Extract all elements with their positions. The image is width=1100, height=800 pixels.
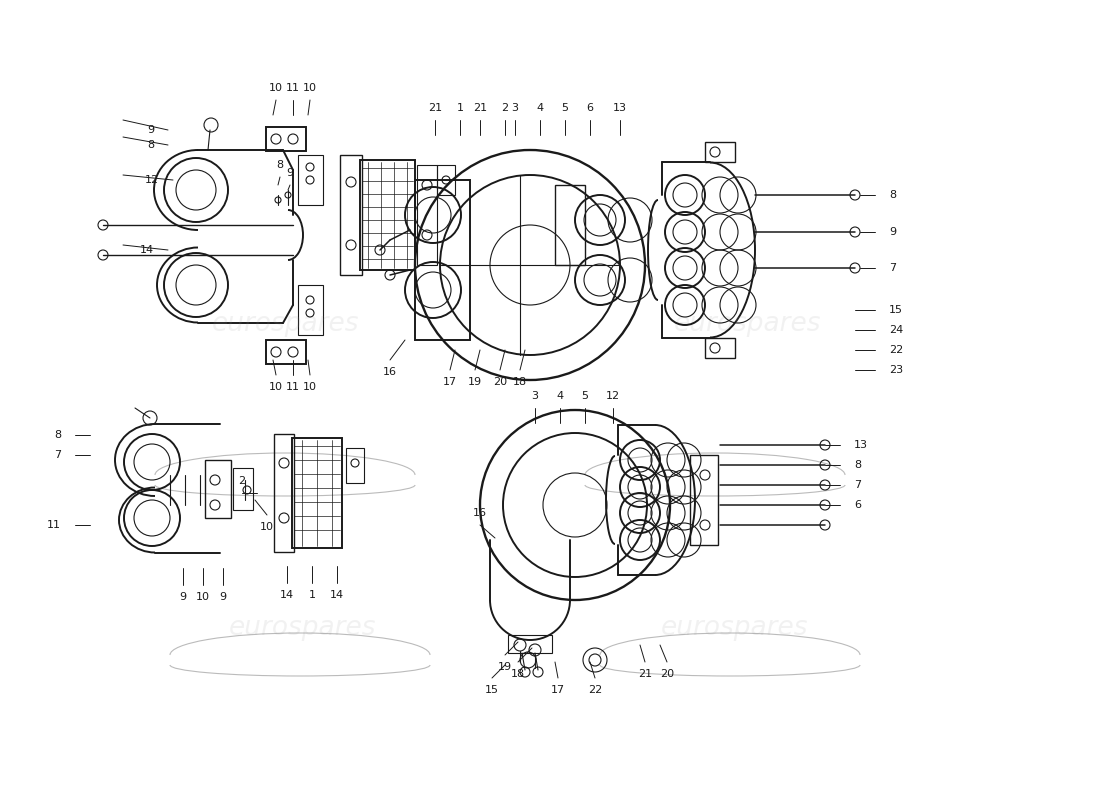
- Text: 18: 18: [513, 377, 527, 387]
- Text: 8: 8: [889, 190, 896, 200]
- Text: 9: 9: [286, 168, 294, 178]
- Bar: [233, 468, 253, 510]
- Bar: [437, 165, 455, 195]
- Text: 14: 14: [330, 590, 344, 600]
- Text: eurospares: eurospares: [229, 615, 376, 641]
- Text: 18: 18: [510, 669, 525, 679]
- Text: 19: 19: [498, 662, 513, 672]
- Text: 8: 8: [54, 430, 60, 440]
- Bar: [298, 155, 323, 205]
- Text: 10: 10: [270, 382, 283, 392]
- Bar: [415, 180, 470, 340]
- Bar: [417, 165, 437, 265]
- Bar: [705, 142, 735, 162]
- Bar: [292, 438, 342, 548]
- Text: 8: 8: [854, 460, 861, 470]
- Text: 4: 4: [537, 103, 543, 113]
- Text: 20: 20: [660, 669, 674, 679]
- Text: 20: 20: [493, 377, 507, 387]
- Text: 3: 3: [512, 103, 518, 113]
- Bar: [298, 285, 323, 335]
- Text: eurospares: eurospares: [661, 615, 808, 641]
- Bar: [274, 434, 294, 552]
- Text: 11: 11: [286, 382, 300, 392]
- Text: 4: 4: [557, 391, 563, 401]
- Text: eurospares: eurospares: [674, 311, 822, 337]
- Text: 17: 17: [443, 377, 458, 387]
- Text: 12: 12: [145, 175, 160, 185]
- Text: 19: 19: [468, 377, 482, 387]
- Text: 22: 22: [889, 345, 903, 355]
- Bar: [340, 155, 362, 275]
- Text: 5: 5: [582, 391, 588, 401]
- Bar: [266, 340, 306, 364]
- Bar: [360, 160, 415, 270]
- Text: 9: 9: [889, 227, 896, 237]
- Text: 23: 23: [889, 365, 903, 375]
- Text: 8: 8: [276, 160, 284, 170]
- Text: 24: 24: [889, 325, 903, 335]
- Text: 10: 10: [270, 83, 283, 93]
- Text: 10: 10: [260, 522, 274, 532]
- Text: 16: 16: [383, 367, 397, 377]
- Text: 6: 6: [854, 500, 861, 510]
- Text: 16: 16: [473, 508, 487, 518]
- Text: 1: 1: [456, 103, 463, 113]
- Text: 10: 10: [302, 382, 317, 392]
- Text: 15: 15: [889, 305, 903, 315]
- Bar: [690, 455, 718, 545]
- Text: 2: 2: [239, 476, 245, 486]
- Text: 2: 2: [502, 103, 508, 113]
- Bar: [346, 448, 364, 483]
- Text: 22: 22: [587, 685, 602, 695]
- Text: 13: 13: [854, 440, 868, 450]
- Text: 13: 13: [613, 103, 627, 113]
- Text: 7: 7: [854, 480, 861, 490]
- Text: 5: 5: [561, 103, 569, 113]
- Text: 17: 17: [551, 685, 565, 695]
- Text: eurospares: eurospares: [212, 311, 360, 337]
- Text: 9: 9: [147, 125, 154, 135]
- Text: 21: 21: [638, 669, 652, 679]
- Text: 9: 9: [179, 592, 187, 602]
- Text: 21: 21: [428, 103, 442, 113]
- Text: 15: 15: [485, 685, 499, 695]
- Text: 7: 7: [889, 263, 896, 273]
- Text: 11: 11: [286, 83, 300, 93]
- Text: 10: 10: [302, 83, 317, 93]
- Text: 14: 14: [140, 245, 154, 255]
- Text: 7: 7: [54, 450, 60, 460]
- Text: 12: 12: [606, 391, 620, 401]
- Text: 11: 11: [47, 520, 60, 530]
- Text: 8: 8: [147, 140, 154, 150]
- Text: 1: 1: [308, 590, 316, 600]
- Text: 9: 9: [219, 592, 227, 602]
- Bar: [508, 635, 552, 653]
- Text: 14: 14: [279, 590, 294, 600]
- Bar: [205, 460, 231, 518]
- Text: 10: 10: [196, 592, 210, 602]
- Bar: [705, 338, 735, 358]
- Text: 6: 6: [586, 103, 594, 113]
- Bar: [266, 127, 306, 151]
- Text: 3: 3: [531, 391, 539, 401]
- Text: 21: 21: [473, 103, 487, 113]
- Bar: [556, 185, 585, 265]
